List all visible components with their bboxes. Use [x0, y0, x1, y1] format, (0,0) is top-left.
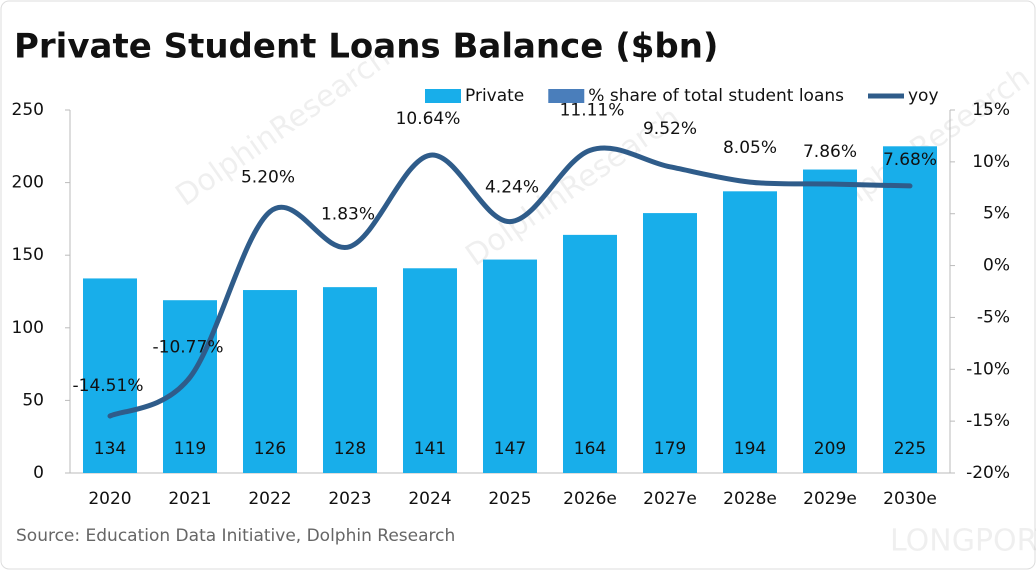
bar-label: 119	[174, 439, 206, 459]
y-tick-label: 250	[12, 100, 44, 120]
x-tick-label: 2020	[88, 489, 131, 509]
line-label: -14.51%	[73, 376, 144, 396]
x-tick-label: 2022	[248, 489, 291, 509]
bar-label: 194	[734, 439, 766, 459]
y2-tick-label: 10%	[972, 152, 1010, 172]
bar-label: 128	[334, 439, 366, 459]
watermark: LONGPORT	[890, 524, 1036, 559]
bar-label: 134	[94, 439, 126, 459]
line-label: 5.20%	[241, 168, 295, 188]
bar-label: 141	[414, 439, 446, 459]
bar-label: 225	[894, 439, 926, 459]
legend-swatch	[548, 89, 585, 103]
bar-label: 164	[574, 439, 606, 459]
bar-label: 126	[254, 439, 286, 459]
x-tick-label: 2029e	[803, 489, 857, 509]
y2-tick-label: -10%	[966, 359, 1010, 379]
line	[107, 145, 913, 419]
bar	[803, 169, 857, 474]
line-label: 7.86%	[803, 142, 857, 162]
x-tick-label: 2024	[408, 489, 451, 509]
line-label: 4.24%	[485, 178, 539, 198]
legend-label: Private	[465, 86, 524, 106]
line-label: -10.77%	[153, 337, 224, 357]
legend-swatch	[425, 89, 461, 103]
y2-tick-label: -15%	[966, 411, 1010, 431]
line-label: 9.52%	[643, 119, 697, 139]
chart-title: Private Student Loans Balance ($bn)	[14, 27, 718, 67]
bar	[883, 146, 937, 474]
y-tick-label: 50	[22, 390, 44, 410]
x-tick-label: 2027e	[643, 489, 697, 509]
line-label: 10.64%	[396, 109, 461, 129]
x-tick-label: 2026e	[563, 489, 617, 509]
bar-label: 179	[654, 439, 686, 459]
line-label: 11.11%	[560, 100, 625, 120]
bar	[163, 300, 217, 473]
y2-tick-label: 15%	[972, 100, 1010, 120]
bar	[563, 234, 617, 473]
x-tick-label: 2021	[168, 489, 211, 509]
bar-label: 147	[494, 439, 526, 459]
bar	[483, 259, 537, 473]
y-tick-label: 150	[12, 245, 44, 265]
bar	[403, 268, 457, 473]
y2-tick-label: 0%	[983, 256, 1010, 276]
y-tick-label: 100	[12, 318, 44, 338]
line-label: 7.68%	[883, 150, 937, 170]
line-label: 1.83%	[321, 205, 375, 225]
y2-tick-label: -5%	[977, 307, 1010, 327]
y-tick-label: 200	[12, 173, 44, 193]
source: Source: Education Data Initiative, Dolph…	[16, 526, 455, 546]
x-tick-label: 2023	[328, 489, 371, 509]
y2-tick-label: -20%	[966, 463, 1010, 483]
legend-label: yoy	[908, 86, 939, 106]
x-tick-label: 2025	[488, 489, 531, 509]
bar	[83, 278, 137, 473]
bar	[243, 290, 297, 473]
line-label: 8.05%	[723, 138, 777, 158]
legend-label: % share of total student loans	[588, 86, 844, 106]
y-tick-label: 0	[33, 463, 44, 483]
x-tick-label: 2030e	[883, 489, 937, 509]
bar	[323, 287, 377, 473]
bar-label: 209	[814, 439, 846, 459]
x-tick-label: 2028e	[723, 489, 777, 509]
bar	[643, 213, 697, 474]
bar	[723, 191, 777, 473]
y2-tick-label: 5%	[983, 204, 1010, 224]
